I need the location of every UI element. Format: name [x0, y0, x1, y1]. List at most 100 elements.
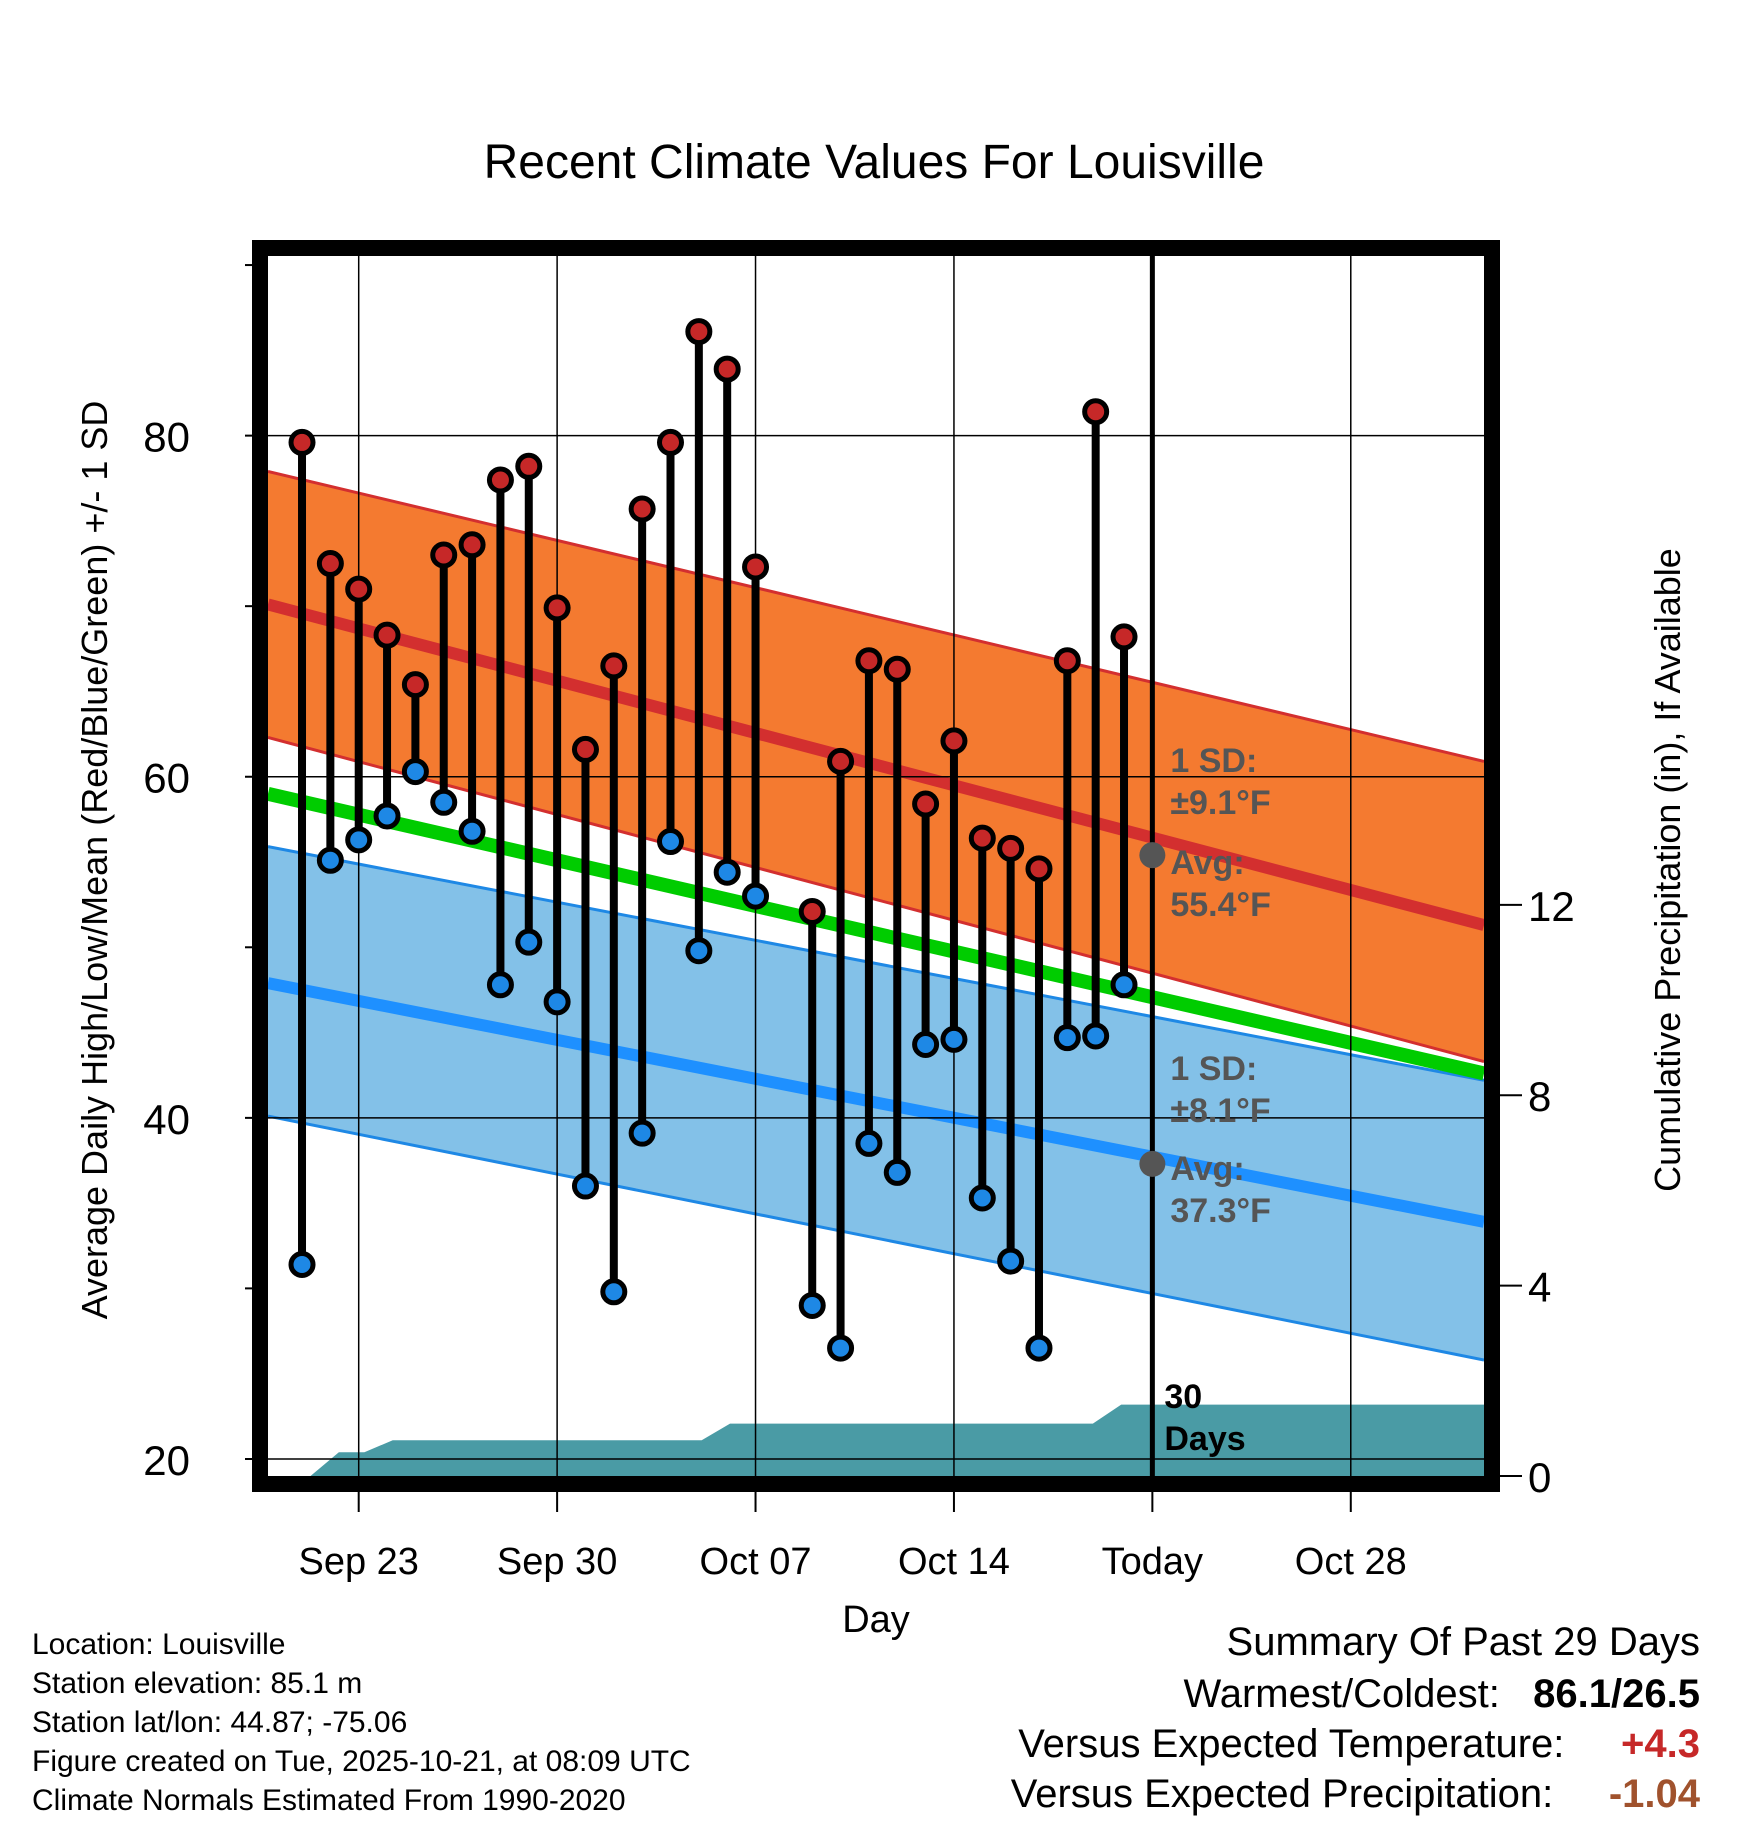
summary-heading-text: Summary Of Past 29 Days — [1226, 1620, 1700, 1664]
low-point — [345, 826, 373, 854]
footer-created: Figure created on Tue, 2025-10-21, at 08… — [32, 1745, 691, 1778]
low-point — [827, 1334, 855, 1362]
high-point — [798, 897, 826, 925]
summary-heading: Summary Of Past 29 Days — [1227, 1620, 1700, 1665]
high-point — [458, 531, 486, 559]
low-point — [600, 1278, 628, 1306]
low-point — [515, 928, 543, 956]
plot-frame — [252, 240, 1500, 1492]
high-point — [543, 594, 571, 622]
low-point — [713, 858, 741, 886]
low-point — [968, 1184, 996, 1212]
summary-temp-row: Versus Expected Temperature: +4.3 — [1018, 1722, 1700, 1767]
summary-warmest-label: Warmest/Coldest: — [1183, 1672, 1500, 1716]
low-point — [458, 817, 486, 845]
high-point — [1110, 623, 1138, 651]
summary-precip-value: -1.04 — [1608, 1772, 1700, 1816]
y2-tick-label: 4 — [1528, 1264, 1551, 1311]
low-point — [798, 1291, 826, 1319]
low-point — [685, 937, 713, 965]
high-point — [1082, 398, 1110, 426]
high-sd-label: 1 SD: — [1170, 742, 1257, 780]
summary-warmest-row: Warmest/Coldest: 86.1/26.5 — [1183, 1672, 1700, 1717]
low-point — [288, 1251, 316, 1279]
high-point — [600, 652, 628, 680]
high-point — [345, 575, 373, 603]
y-tick-label: 20 — [143, 1437, 190, 1484]
high-point — [486, 466, 514, 494]
high-point — [430, 541, 458, 569]
high-point — [912, 790, 940, 818]
x-axis-label: Day — [842, 1599, 910, 1641]
high-point — [1053, 647, 1081, 675]
high-point — [571, 735, 599, 763]
footer-latlon: Station lat/lon: 44.87; -75.06 — [32, 1706, 408, 1739]
low-point — [430, 788, 458, 816]
low-point — [912, 1030, 940, 1058]
y-axis-label: Average Daily High/Low/Mean (Red/Blue/Gr… — [74, 401, 115, 1320]
high-point — [940, 727, 968, 755]
high-point — [656, 428, 684, 456]
high-point — [742, 553, 770, 581]
high-point — [401, 671, 429, 699]
y-tick-label: 60 — [143, 755, 190, 802]
y2-tick-label: 8 — [1528, 1073, 1551, 1120]
x-tick-label: Oct 14 — [898, 1541, 1010, 1583]
x-tick-label: Sep 30 — [497, 1541, 617, 1583]
y-tick-label: 80 — [143, 414, 190, 461]
low-point — [742, 882, 770, 910]
summary-precip-label: Versus Expected Precipitation: — [1010, 1772, 1554, 1816]
high-avg-marker — [1139, 842, 1166, 869]
low-point — [401, 758, 429, 786]
high-point — [628, 495, 656, 523]
low-point — [656, 828, 684, 856]
x-tick-label: Oct 07 — [700, 1541, 812, 1583]
low-point — [855, 1129, 883, 1157]
high-point — [968, 824, 996, 852]
low-point — [883, 1158, 911, 1186]
high-point — [316, 550, 344, 578]
low-point — [1025, 1334, 1053, 1362]
y2-axis-label: Cumulative Precipitation (in), If Availa… — [1647, 548, 1688, 1192]
low-point — [1082, 1022, 1110, 1050]
low-point — [316, 846, 344, 874]
low-mean-normal-line — [268, 977, 1484, 1228]
days-word: Days — [1164, 1420, 1245, 1458]
high-point — [883, 655, 911, 683]
low-point — [1053, 1024, 1081, 1052]
x-tick-label: Today — [1102, 1541, 1203, 1583]
low-avg-label: Avg: — [1170, 1150, 1244, 1188]
low-sd-label: 1 SD: — [1170, 1050, 1257, 1088]
high-avg-value: 55.4°F — [1170, 886, 1271, 924]
high-upper-edge — [268, 469, 1484, 763]
high-point — [515, 452, 543, 480]
summary-precip-row: Versus Expected Precipitation: -1.04 — [1011, 1772, 1700, 1817]
low-point — [940, 1025, 968, 1053]
low-avg-marker — [1139, 1150, 1166, 1177]
low-point — [486, 971, 514, 999]
high-avg-label: Avg: — [1170, 844, 1244, 882]
y2-tick-label: 12 — [1528, 883, 1575, 930]
chart-title: Recent Climate Values For Louisville — [484, 136, 1265, 189]
summary-temp-value: +4.3 — [1621, 1722, 1700, 1766]
high-point — [1025, 855, 1053, 883]
summary-temp-label: Versus Expected Temperature: — [1018, 1722, 1565, 1766]
footer-location: Location: Louisville — [32, 1628, 286, 1661]
low-point — [997, 1247, 1025, 1275]
high-point — [713, 355, 741, 383]
low-upper-edge — [268, 845, 1484, 1082]
high-point — [373, 621, 401, 649]
footer-elevation: Station elevation: 85.1 m — [32, 1667, 363, 1700]
high-point — [827, 747, 855, 775]
high-point — [997, 834, 1025, 862]
y-tick-label: 40 — [143, 1096, 190, 1143]
days-count: 30 — [1164, 1378, 1202, 1416]
summary-warmest-value: 86.1/26.5 — [1533, 1672, 1700, 1716]
x-tick-label: Oct 28 — [1295, 1541, 1407, 1583]
high-point — [685, 318, 713, 346]
precip-area — [310, 1404, 1484, 1476]
low-point — [571, 1172, 599, 1200]
low-sd-value: ±8.1°F — [1170, 1092, 1270, 1130]
x-tick-label: Sep 23 — [298, 1541, 418, 1583]
